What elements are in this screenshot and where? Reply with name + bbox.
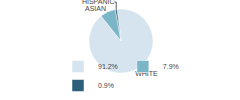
svg-text:0.9%: 0.9% [98,82,114,89]
svg-text:91.2%: 91.2% [98,63,118,70]
svg-text:7.9%: 7.9% [163,63,179,70]
svg-text:ASIAN: ASIAN [85,5,106,12]
svg-text:WHITE: WHITE [135,70,158,77]
svg-text:HISPANIC: HISPANIC [82,0,115,5]
